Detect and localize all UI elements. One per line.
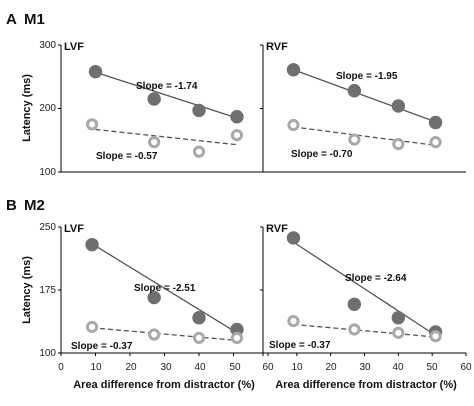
solid-fit-line [95,71,238,119]
y-tick-label: 250 [39,222,56,233]
open-data-point [85,320,99,334]
open-data-point [429,330,442,343]
row-a-title: M1 [24,11,45,28]
open-data-point [230,331,244,344]
y-axis-labels: Latency (ms) Latency (ms) [21,74,33,324]
panel-title: RVF [266,41,288,53]
filled-data-point [286,231,301,245]
filled-data-point [147,92,161,106]
x-tick-label: 0 [58,362,64,373]
x-tick-label: 60 [262,362,274,373]
open-data-point [192,331,206,344]
open-data-point [287,118,300,132]
x-axis-labels: Area difference from distractor (%) Area… [73,379,457,391]
slope-label: Slope = -0.70 [291,149,353,160]
row-a-letter: A [6,11,17,28]
x-tick-label: 40 [392,362,404,373]
open-data-point [287,314,300,328]
filled-data-point [347,297,362,311]
open-data-point [85,118,99,131]
row-labels: A M1 B M2 [6,11,45,214]
panel-4: RVF Slope = -2.64 Slope = -0.37 [260,223,467,356]
filled-data-point [428,115,443,130]
x-tick-label: 50 [229,362,241,373]
open-data-point [348,133,361,146]
panels: LVF Slope = -1.74 Slope = -0.57 RVF Slope = … [58,41,467,356]
dashed-fit-line [95,128,238,146]
dashed-fit-line [293,126,436,146]
filled-data-point [85,237,99,252]
x-tick-label: 30 [359,362,371,373]
filled-data-point [230,110,244,124]
solid-fit-line [91,243,238,334]
open-data-point [148,136,161,149]
x-tick-label: 20 [325,362,337,373]
panel-title: RVF [266,223,288,235]
slope-label: Slope = -1.95 [336,71,398,82]
slope-label: Slope = -0.37 [269,340,331,351]
x-tick-label: 60 [460,362,472,373]
y-tick-label: 300 [39,40,56,51]
x-axis-label-right: Area difference from distractor (%) [275,379,457,391]
dashed-fit-line [91,327,238,342]
dashed-fit-line [293,323,436,338]
x-axis-label-left: Area difference from distractor (%) [73,379,255,391]
filled-data-point [391,99,406,113]
row-b-letter: B [6,197,17,214]
open-data-point [192,145,206,158]
x-tick-label: 50 [426,362,438,373]
panel-title: LVF [64,41,84,53]
slope-label: Slope = -0.37 [71,341,133,352]
panel-title: LVF [64,223,84,235]
slope-label: Slope = -1.74 [136,81,198,92]
panel-2: RVF Slope = -1.95 Slope = -0.70 [260,41,466,173]
x-tick-label: 40 [194,362,206,373]
y-tick-label: 200 [39,103,56,114]
x-tick-label: 10 [291,362,303,373]
x-tick-label: 20 [125,362,137,373]
y-tick-label: 100 [39,348,56,359]
solid-fit-line [293,69,436,123]
filled-data-point [192,103,206,118]
x-tick-label: 10 [90,362,102,373]
slope-label: Slope = -0.57 [96,151,158,162]
y-tick-label: 100 [39,167,56,178]
y-axis-label-m1: Latency (ms) [21,74,33,142]
panel-1: LVF Slope = -1.74 Slope = -0.57 [58,41,268,173]
filled-data-point [286,63,301,77]
filled-data-point [391,311,406,325]
y-axis-label-m2: Latency (ms) [21,256,33,324]
open-data-point [348,323,361,336]
open-data-point [392,137,405,151]
open-data-point [230,129,244,142]
solid-fit-line [293,241,436,336]
filled-data-point [88,64,103,79]
x-tick-label: 30 [160,362,172,373]
filled-data-point [192,311,206,325]
x-tick-labels: 0 10 20 30 40 50 60 10 20 30 40 50 60 [58,362,472,373]
panel-3: LVF Slope = -2.51 Slope = -0.37 [58,223,269,356]
y-tick-label: 175 [39,285,56,296]
filled-data-point [347,84,362,98]
open-data-point [148,328,161,341]
open-data-point [429,136,442,149]
filled-data-point [147,290,161,305]
y-tick-labels: 300 200 100 250 175 100 [39,40,56,359]
row-b-title: M2 [24,197,45,214]
open-data-point [392,326,405,339]
slope-label: Slope = -2.64 [345,273,407,284]
slope-label: Slope = -2.51 [134,283,196,294]
